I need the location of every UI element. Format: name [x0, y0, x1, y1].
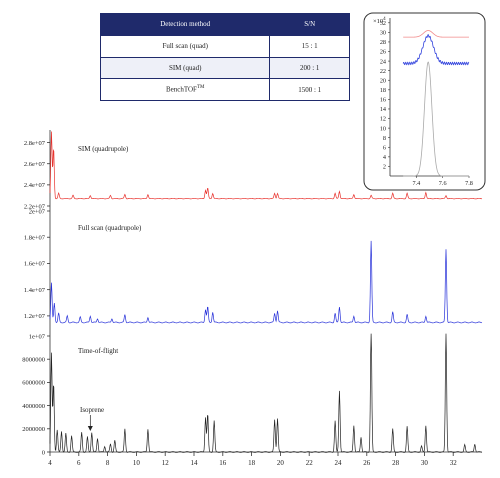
inset-y-tick-label: 20 [380, 77, 386, 84]
sn-cell: 1500 : 1 [269, 78, 350, 101]
method-cell: SIM (quad) [99, 56, 271, 80]
sn-cell: 200 : 1 [269, 56, 350, 80]
x-tick-label: 12 [162, 459, 170, 467]
inset-series-line-0 [403, 30, 469, 38]
x-tick-label: 16 [219, 459, 227, 467]
y-tick-label: 4000000 [22, 403, 45, 410]
y-tick-label: 1.2e+07 [24, 313, 46, 320]
y-tick-label: 1.8e+07 [24, 235, 46, 242]
inset-x-tick-label: 7.4 [412, 180, 420, 187]
inset-y-tick-label: 26 [380, 49, 386, 56]
inset-x-tick-label: 7.8 [465, 180, 473, 187]
table-row: BenchTOFTM 1500 : 1 [99, 78, 350, 101]
inset-x-tick-label: 7.6 [439, 180, 447, 187]
inset-y-tick-label: 2 [383, 164, 386, 171]
y-tick-label: 2000000 [22, 426, 45, 433]
inset-y-tick-label: 24 [380, 58, 386, 65]
inset-y-tick-label: 28 [380, 39, 386, 46]
y-tick-label: 2e+07 [29, 208, 46, 215]
y-tick-label: 2.8e+07 [24, 140, 46, 147]
inset-series-line-1 [402, 33, 470, 66]
series-labels: SIM (quadrupole) Full scan (quadrupole) … [78, 145, 142, 414]
inset-y-tick-label: 12 [380, 116, 386, 123]
table-row: Full scan (quad) 15 : 1 [99, 34, 350, 58]
method-cell: BenchTOFTM [99, 78, 271, 101]
y-tick-label: 8000000 [22, 357, 45, 364]
signal-to-noise-table: Detection method S/N Full scan (quad) 15… [99, 13, 350, 101]
x-tick-label: 14 [191, 459, 199, 467]
y-tick-label: 2.6e+07 [24, 161, 46, 168]
header-detection-method: Detection method [99, 13, 271, 36]
x-tick-label: 20 [277, 459, 285, 467]
x-tick-label: 4 [48, 459, 52, 467]
x-tick-label: 22 [306, 459, 314, 467]
main-chart-series [49, 131, 483, 453]
x-tick-label: 28 [392, 459, 400, 467]
y-tick-label: 0 [42, 449, 45, 456]
series-line-1 [49, 240, 483, 324]
y-tick-label: 2.2e+07 [24, 203, 46, 210]
tof-series-label: Time-of-flight [78, 347, 118, 355]
inset-y-tick-label: 30 [380, 30, 386, 37]
isoprene-annotation: Isoprene [80, 406, 104, 414]
inset-y-tick-label: 6 [383, 144, 386, 151]
header-sn: S/N [269, 13, 350, 36]
series-line-2 [49, 333, 483, 453]
inset-y-tick-label: 22 [380, 68, 386, 75]
isoprene-arrow-head [87, 426, 93, 431]
x-tick-label: 6 [77, 459, 81, 467]
y-tick-label: 6000000 [22, 380, 45, 387]
fullscan-series-label: Full scan (quadrupole) [78, 224, 142, 232]
inset-series-line-2 [403, 61, 469, 177]
inset-y-tick-label: 18 [380, 87, 386, 94]
inset-y-tick-label: 10 [380, 125, 386, 132]
inset-y-tick-label: 14 [380, 106, 386, 113]
inset-y-tick-label: 16 [380, 97, 386, 104]
inset-y-tick-label: 8 [383, 135, 386, 142]
series-line-0 [49, 131, 483, 200]
x-tick-label: 24 [335, 459, 343, 467]
table-header-row: Detection method S/N [99, 13, 350, 36]
y-tick-label: 1e+07 [29, 333, 46, 340]
inset-series [402, 30, 470, 177]
inset-y-tick-label: 4 [383, 154, 386, 161]
inset-exponent-label: ×104 [373, 17, 386, 25]
y-tick-label: 1.4e+07 [24, 287, 46, 294]
main-chart-axes: 4 6 8 10 12 14 16 18 20 22 24 26 28 30 322.2e+072.4e+0… [22, 130, 482, 467]
x-tick-label: 30 [421, 459, 429, 467]
inset-y-tick-label: 32 [380, 20, 386, 27]
x-tick-label: 26 [363, 459, 371, 467]
x-tick-label: 10 [133, 459, 141, 467]
x-tick-label: 8 [106, 459, 110, 467]
table-row: SIM (quad) 200 : 1 [99, 56, 350, 80]
x-tick-label: 32 [450, 459, 458, 467]
method-cell: Full scan (quad) [99, 34, 271, 58]
y-tick-label: 1.6e+07 [24, 261, 46, 268]
sim-series-label: SIM (quadrupole) [78, 145, 129, 153]
sn-cell: 15 : 1 [269, 34, 350, 58]
x-tick-label: 18 [248, 459, 256, 467]
y-tick-label: 2.4e+07 [24, 182, 46, 189]
